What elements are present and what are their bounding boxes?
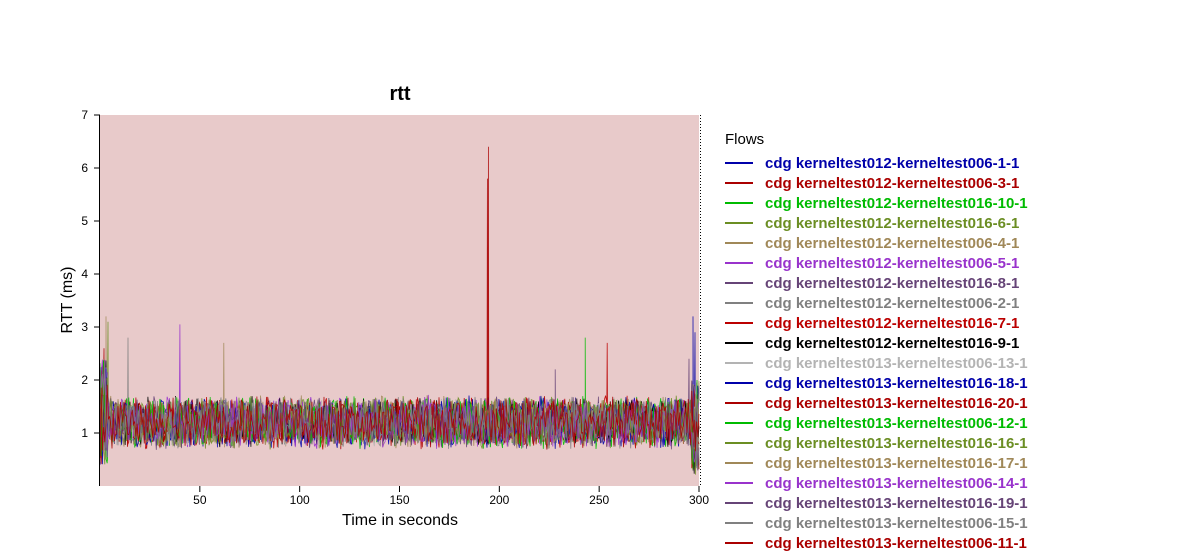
legend-swatch: [725, 322, 753, 324]
legend-label: cdg kerneltest012-kerneltest016-6-1: [765, 214, 1020, 232]
x-axis-ticks: 50 100 150 200 250 300: [193, 486, 709, 507]
legend-item: cdg kerneltest013-kerneltest006-14-1: [725, 473, 1028, 493]
x-tick-label: 50: [193, 493, 207, 507]
y-tick-label: 6: [81, 161, 88, 175]
series-layer: [99, 146, 700, 475]
legend-item: cdg kerneltest013-kerneltest016-18-1: [725, 373, 1028, 393]
legend-label: cdg kerneltest013-kerneltest006-13-1: [765, 354, 1028, 372]
x-tick-label: 150: [389, 493, 409, 507]
legend-swatch: [725, 182, 753, 184]
y-axis-label: RTT (ms): [59, 267, 76, 334]
legend-item: cdg kerneltest012-kerneltest016-8-1: [725, 273, 1028, 293]
legend-item: cdg kerneltest012-kerneltest006-3-1: [725, 173, 1028, 193]
series-line-20: [99, 384, 700, 459]
legend-swatch: [725, 402, 753, 404]
x-tick-label: 200: [489, 493, 509, 507]
y-tick-label: 4: [81, 267, 88, 281]
legend-item: cdg kerneltest012-kerneltest016-7-1: [725, 313, 1028, 333]
legend-swatch: [725, 522, 753, 524]
legend-item: cdg kerneltest012-kerneltest006-4-1: [725, 233, 1028, 253]
legend-label: cdg kerneltest012-kerneltest016-7-1: [765, 314, 1020, 332]
y-tick-label: 2: [81, 373, 88, 387]
legend-swatch: [725, 162, 753, 164]
legend-item: cdg kerneltest012-kerneltest016-9-1: [725, 333, 1028, 353]
legend-label: cdg kerneltest012-kerneltest006-2-1: [765, 294, 1020, 312]
legend-swatch: [725, 462, 753, 464]
legend-item: cdg kerneltest013-kerneltest016-19-1: [725, 493, 1028, 513]
legend-swatch: [725, 542, 753, 544]
legend-label: cdg kerneltest013-kerneltest016-19-1: [765, 494, 1028, 512]
legend-swatch: [725, 362, 753, 364]
legend-items: cdg kerneltest012-kerneltest006-1-1 cdg k…: [725, 153, 1028, 553]
y-tick-label: 7: [81, 108, 88, 122]
legend-swatch: [725, 482, 753, 484]
y-tick-label: 5: [81, 214, 88, 228]
legend-swatch: [725, 422, 753, 424]
legend-swatch: [725, 222, 753, 224]
legend-item: cdg kerneltest012-kerneltest006-1-1: [725, 153, 1028, 173]
x-tick-label: 100: [290, 493, 310, 507]
legend-label: cdg kerneltest013-kerneltest016-17-1: [765, 454, 1028, 472]
legend-swatch: [725, 302, 753, 304]
legend-label: cdg kerneltest013-kerneltest006-14-1: [765, 474, 1028, 492]
legend-item: cdg kerneltest013-kerneltest006-11-1: [725, 533, 1028, 553]
legend-swatch: [725, 342, 753, 344]
legend-item: cdg kerneltest013-kerneltest006-15-1: [725, 513, 1028, 533]
x-axis-label: Time in seconds: [342, 512, 458, 529]
legend-label: cdg kerneltest013-kerneltest016-18-1: [765, 374, 1028, 392]
y-tick-label: 3: [81, 320, 88, 334]
legend-label: cdg kerneltest012-kerneltest016-9-1: [765, 334, 1020, 352]
legend-swatch: [725, 442, 753, 444]
legend-label: cdg kerneltest012-kerneltest006-1-1: [765, 154, 1020, 172]
legend-item: cdg kerneltest013-kerneltest016-16-1: [725, 433, 1028, 453]
legend-swatch: [725, 282, 753, 284]
legend-swatch: [725, 502, 753, 504]
legend-item: cdg kerneltest013-kerneltest016-17-1: [725, 453, 1028, 473]
legend-item: cdg kerneltest012-kerneltest006-5-1: [725, 253, 1028, 273]
legend-label: cdg kerneltest013-kerneltest006-12-1: [765, 414, 1028, 432]
legend-swatch: [725, 382, 753, 384]
series-line-13: [99, 360, 700, 465]
legend-label: cdg kerneltest012-kerneltest006-3-1: [765, 174, 1020, 192]
legend-label: cdg kerneltest013-kerneltest016-20-1: [765, 394, 1028, 412]
legend-item: cdg kerneltest012-kerneltest006-2-1: [725, 293, 1028, 313]
legend-swatch: [725, 262, 753, 264]
x-tick-label: 250: [589, 493, 609, 507]
x-tick-label: 300: [689, 493, 709, 507]
legend-label: cdg kerneltest013-kerneltest006-11-1: [765, 534, 1027, 552]
legend-item: cdg kerneltest013-kerneltest006-12-1: [725, 413, 1028, 433]
legend-item: cdg kerneltest013-kerneltest006-13-1: [725, 353, 1028, 373]
y-axis-ticks: 1 2 3 4 5 6 7: [81, 108, 100, 440]
legend-label: cdg kerneltest012-kerneltest016-8-1: [765, 274, 1020, 292]
legend-item: cdg kerneltest012-kerneltest016-10-1: [725, 193, 1028, 213]
legend-title: Flows: [725, 131, 765, 148]
legend-label: cdg kerneltest013-kerneltest006-15-1: [765, 514, 1028, 532]
legend-label: cdg kerneltest012-kerneltest006-5-1: [765, 254, 1020, 272]
legend-item: cdg kerneltest012-kerneltest016-6-1: [725, 213, 1028, 233]
legend-swatch: [725, 242, 753, 244]
chart-title: rtt: [389, 83, 410, 105]
legend-swatch: [725, 202, 753, 204]
legend-item: cdg kerneltest013-kerneltest016-20-1: [725, 393, 1028, 413]
legend-label: cdg kerneltest013-kerneltest016-16-1: [765, 434, 1028, 452]
y-tick-label: 1: [81, 426, 88, 440]
legend: Flows cdg kerneltest012-kerneltest006-1-…: [725, 130, 1028, 553]
legend-label: cdg kerneltest012-kerneltest006-4-1: [765, 234, 1020, 252]
legend-label: cdg kerneltest012-kerneltest016-10-1: [765, 194, 1028, 212]
